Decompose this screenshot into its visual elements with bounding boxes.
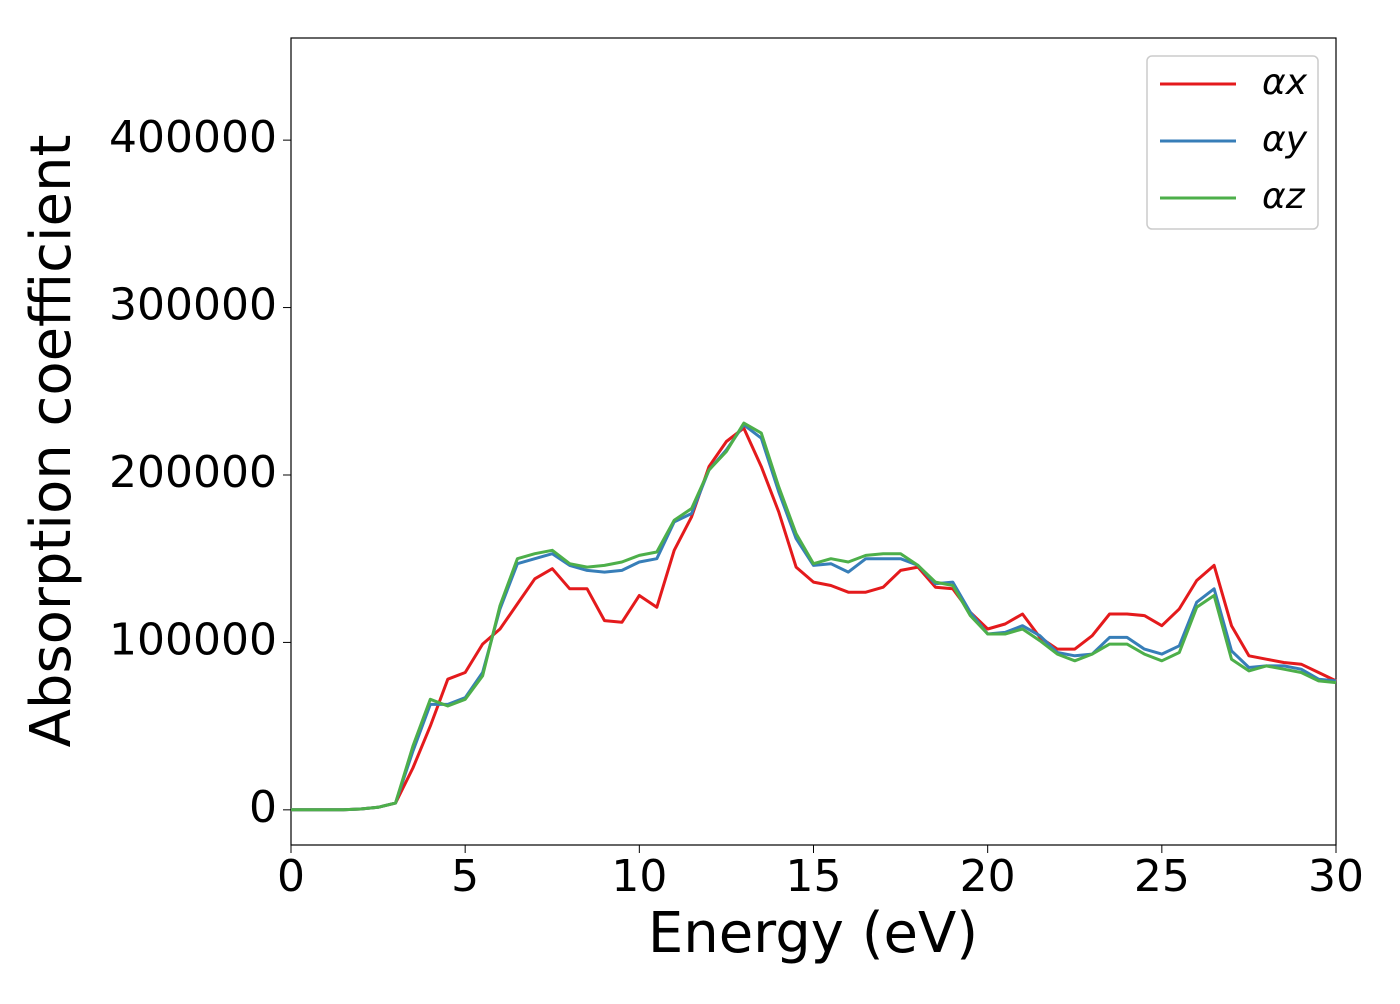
x-tick-label: 15 bbox=[786, 851, 842, 902]
x-tick-label: 25 bbox=[1134, 851, 1190, 902]
y-tick-label: 0 bbox=[249, 782, 277, 833]
series-line bbox=[291, 423, 1337, 812]
x-axis-label: Energy (eV) bbox=[648, 901, 978, 966]
y-tick-label: 200000 bbox=[109, 447, 277, 498]
x-tick-label: 0 bbox=[277, 851, 305, 902]
series-line bbox=[291, 426, 1337, 812]
x-tick-label: 20 bbox=[960, 851, 1016, 902]
x-tick-label: 10 bbox=[611, 851, 667, 902]
legend-label: αy bbox=[1262, 119, 1308, 160]
legend-label: αx bbox=[1262, 62, 1308, 103]
series-line bbox=[291, 421, 1337, 812]
x-tick-label: 5 bbox=[451, 851, 479, 902]
y-tick-label: 100000 bbox=[109, 614, 277, 665]
y-tick-label: 300000 bbox=[109, 280, 277, 331]
y-axis-label: Absorption coefficient bbox=[19, 135, 84, 748]
y-tick-label: 400000 bbox=[109, 112, 277, 163]
x-tick-label: 30 bbox=[1308, 851, 1364, 902]
legend-label: αz bbox=[1262, 176, 1306, 217]
